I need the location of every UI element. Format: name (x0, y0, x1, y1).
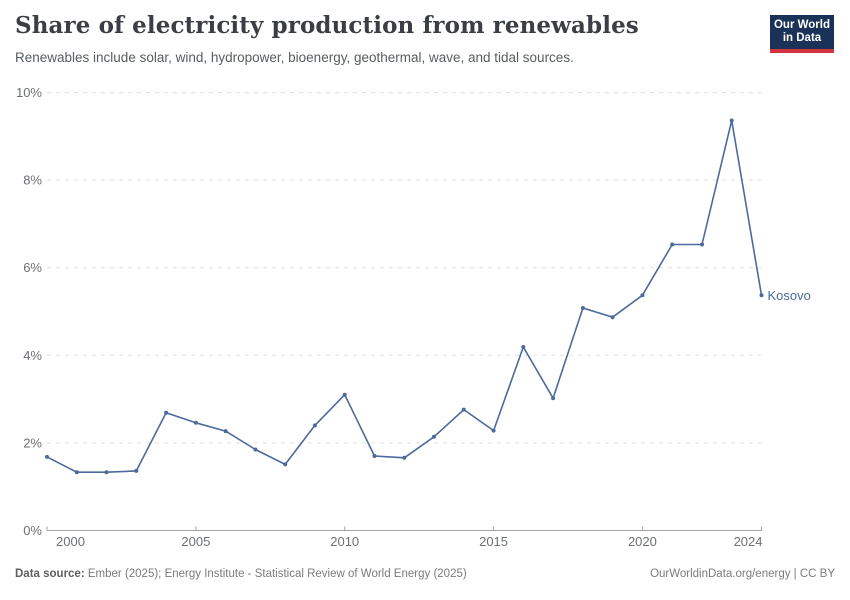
chart-title: Share of electricity production from ren… (15, 12, 639, 39)
x-axis-tick-label: 2010 (330, 534, 359, 549)
data-point (104, 470, 109, 475)
data-point (283, 462, 288, 467)
y-axis-tick-label: 0% (23, 523, 42, 538)
chart-footer: Data source: Ember (2025); Energy Instit… (15, 568, 835, 580)
data-point (253, 447, 258, 452)
data-point (580, 306, 585, 310)
owid-logo-line2: in Data (782, 32, 822, 44)
chart-subtitle: Renewables include solar, wind, hydropow… (15, 50, 574, 65)
x-axis-tick-label: 2020 (628, 534, 657, 549)
data-point (610, 315, 615, 320)
data-point (491, 428, 496, 433)
data-point (521, 345, 526, 349)
owid-logo-line1: Our World (773, 18, 830, 31)
data-point (729, 118, 734, 123)
data-point (134, 468, 139, 473)
data-source-text: Ember (2025); Energy Institute - Statist… (87, 568, 467, 580)
x-axis-tick-label: 2005 (181, 534, 210, 549)
series-end-label: Kosovo (768, 288, 811, 303)
line-chart: 0% 2% 4% 6% 8% 10% 2000 2005 2010 2015 2020 2024 Kos… (16, 85, 811, 549)
x-axis-tick-label: 2000 (56, 534, 85, 549)
owid-logo[interactable]: Our World in Data (770, 15, 834, 53)
credit-link[interactable]: OurWorldinData.org/energy | CC BY (650, 568, 835, 580)
data-point (372, 454, 377, 458)
data-point (45, 454, 49, 459)
data-point (759, 293, 764, 298)
y-axis-tick-label: 8% (23, 173, 42, 188)
y-axis-tick-label: 6% (23, 260, 42, 275)
data-point (74, 470, 79, 475)
data-point (342, 392, 347, 397)
data-point (461, 407, 466, 412)
data-source: Data source: Ember (2025); Energy Instit… (15, 568, 467, 580)
data-point (164, 410, 169, 415)
data-point (312, 423, 317, 428)
data-point (551, 396, 556, 401)
y-axis-tick-label: 4% (23, 348, 42, 363)
y-axis-tick-label: 10% (16, 85, 42, 100)
x-axis-tick-label: 2015 (479, 534, 508, 549)
x-axis-tick-label: 2024 (734, 534, 763, 549)
data-point (640, 293, 645, 298)
data-point (223, 429, 228, 434)
data-line (46, 119, 763, 474)
data-point (432, 434, 436, 439)
data-point (402, 455, 407, 460)
y-axis-tick-label: 2% (23, 435, 42, 450)
data-point (670, 242, 675, 247)
data-source-label: Data source: (15, 568, 85, 580)
data-point (700, 242, 704, 247)
data-point (193, 420, 198, 425)
